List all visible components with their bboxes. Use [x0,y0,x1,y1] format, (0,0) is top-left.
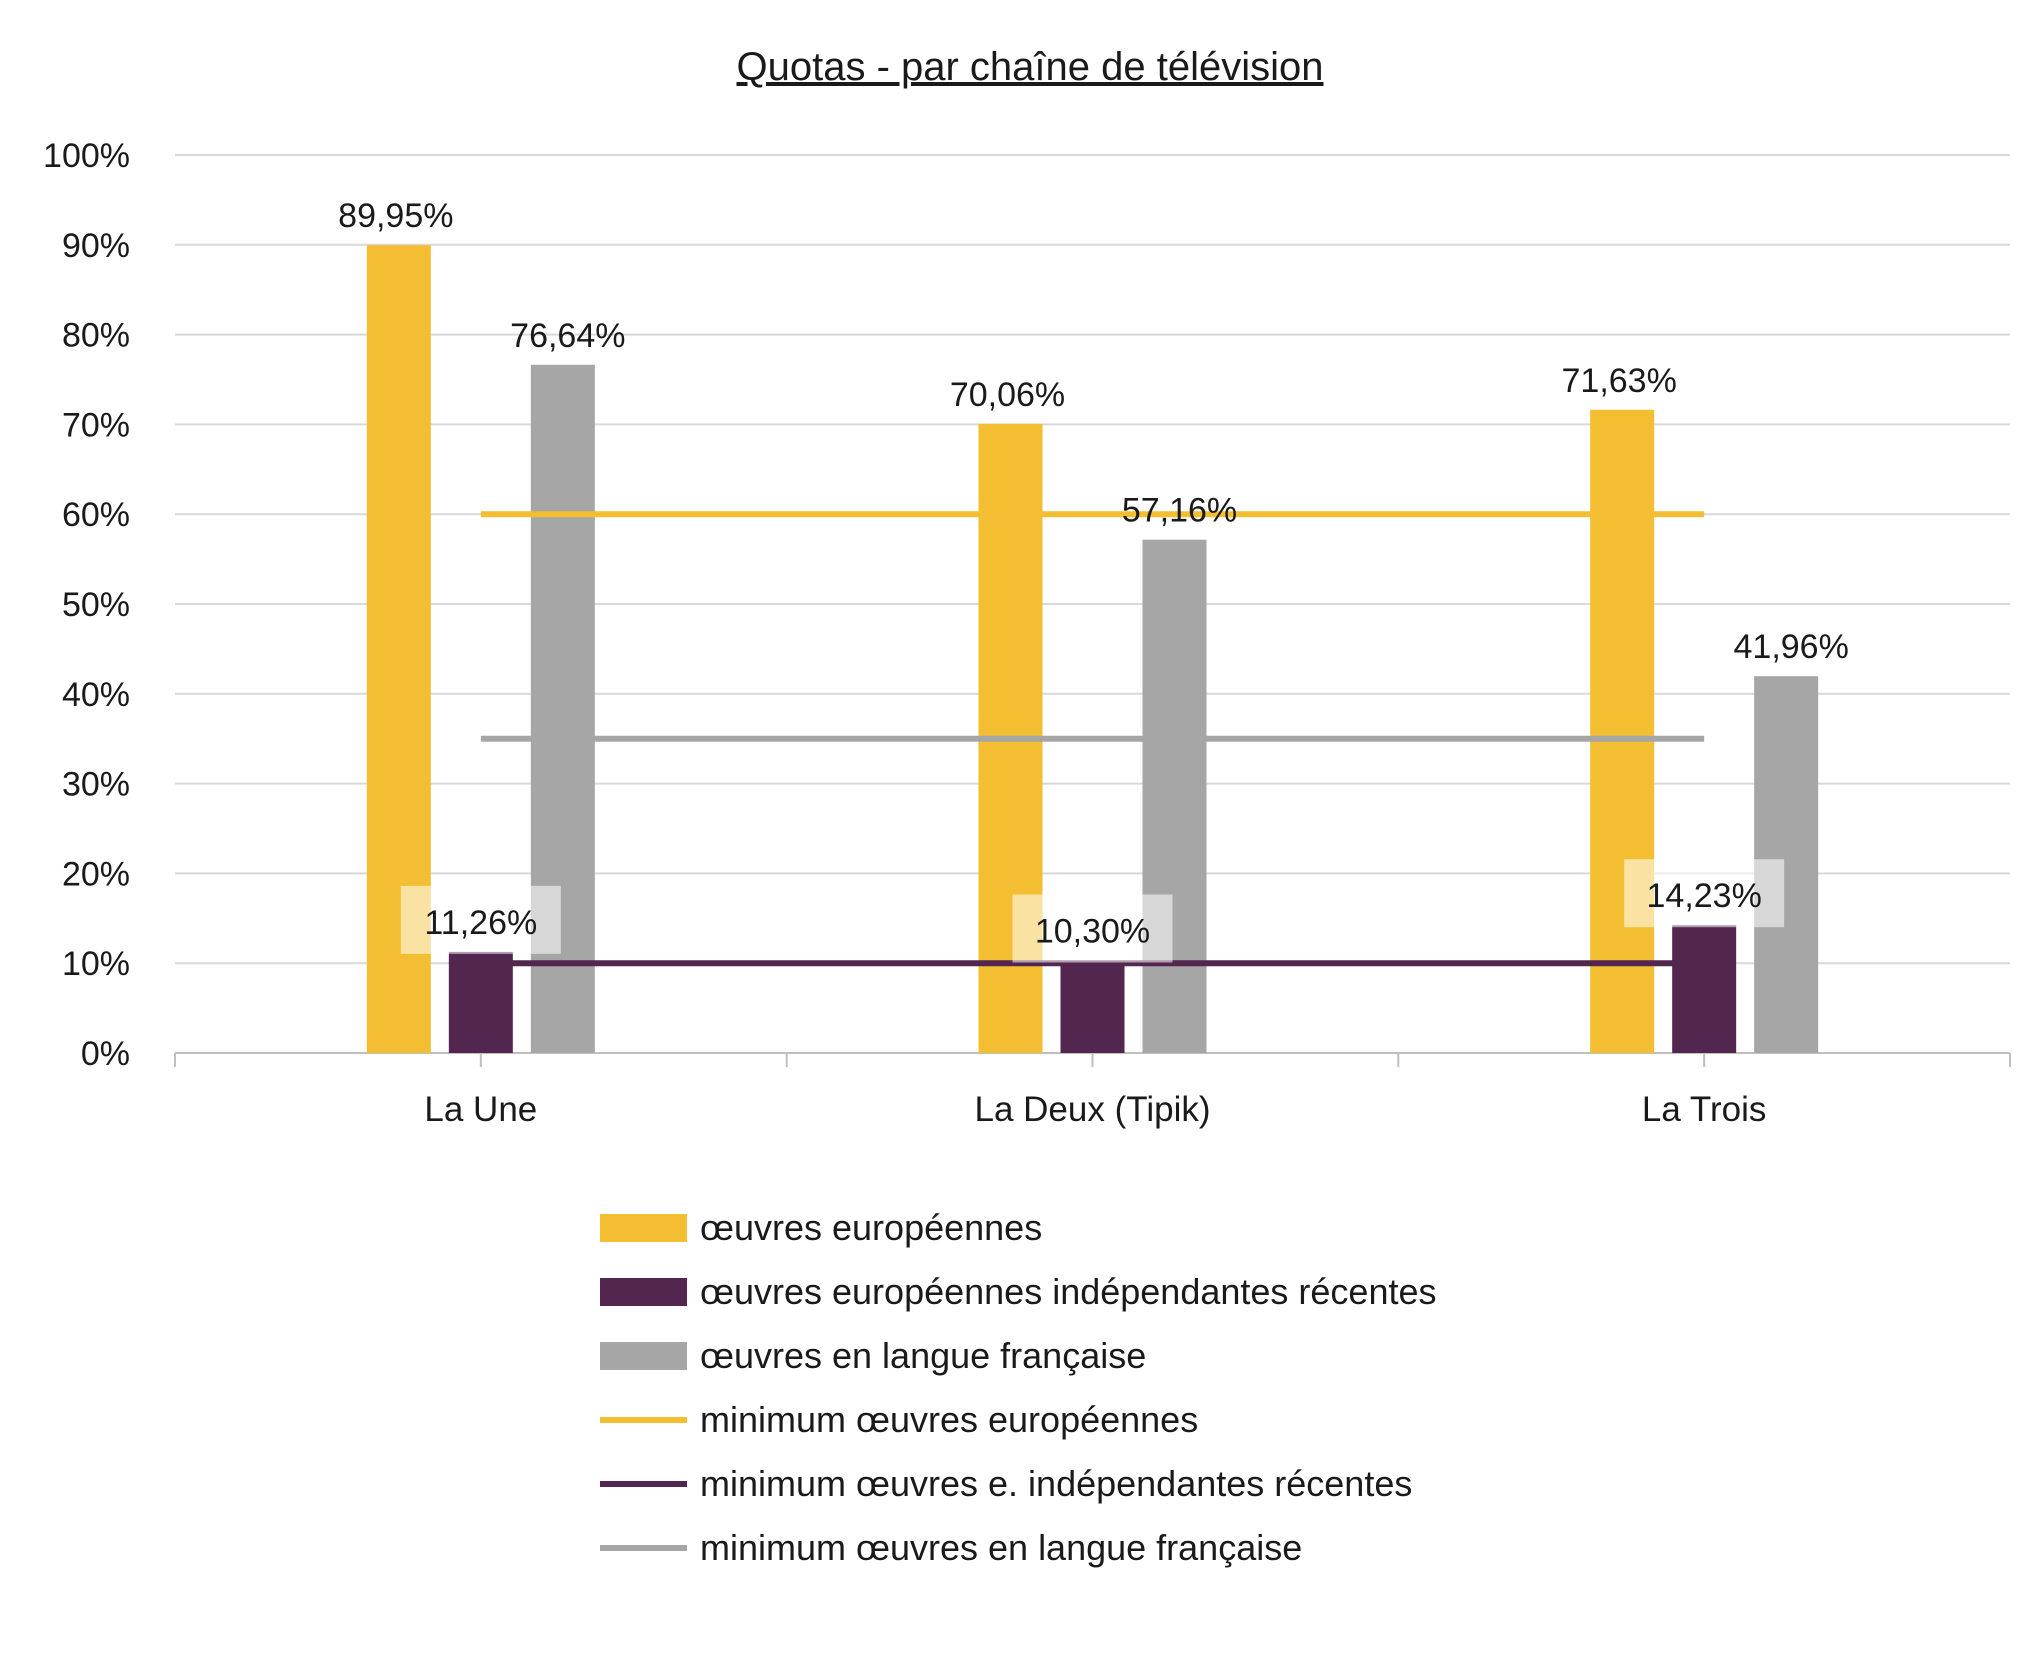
data-labels: 89,95% 70,06% 71,63% 11,26% 10,30% 14,23% 76,6… [338,197,1849,963]
legend-entry: minimum œuvres européennes [700,1399,1198,1440]
data-label: 70,06% [950,376,1065,414]
data-label: 71,63% [1562,362,1677,400]
legend-entry: minimum œuvres en langue française [700,1527,1302,1568]
legend-entry: œuvres européennes indépendantes récente… [700,1271,1437,1312]
bar [1142,539,1207,1053]
y-tick-label: 90% [62,227,130,265]
data-label-background [1624,859,1785,928]
y-tick-label: 100% [43,137,130,175]
data-label: 11,26% [424,904,537,942]
y-tick-label: 20% [62,855,130,893]
y-tick-label: 30% [62,766,130,804]
data-label: 57,16% [1122,492,1237,530]
x-tick-label: La Trois [1642,1090,1767,1129]
legend-swatch [600,1278,687,1306]
y-tick-label: 60% [62,496,130,534]
data-label: 76,64% [510,317,625,355]
data-label: 14,23% [1647,877,1762,915]
gridlines [175,154,2010,965]
bar [1590,409,1655,1054]
y-tick-label: 80% [62,317,130,355]
x-tick-label: La Une [424,1090,537,1129]
y-tick-label: 40% [62,676,130,714]
data-label: 41,96% [1734,628,1849,666]
legend-swatch [600,1342,687,1370]
legend: œuvres européennes œuvres européennes ind… [600,1207,1437,1568]
bar [1060,960,1125,1053]
data-label-background [1012,894,1173,963]
axes: 0% 10% 20% 30% 40% 50% 60% 70% 80% 90% 100% La Une L… [43,137,2011,1129]
data-label: 10,30% [1035,913,1150,951]
legend-entry: œuvres européennes [700,1207,1042,1248]
legend-swatch [600,1214,687,1242]
legend-entry: œuvres en langue française [700,1335,1146,1376]
y-tick-label: 0% [81,1035,130,1073]
y-tick-label: 10% [62,945,130,983]
data-label: 89,95% [338,197,453,235]
bar [448,951,513,1053]
minimum-lines [480,511,1705,967]
bar [1672,925,1737,1053]
data-label-background [400,885,561,954]
y-tick-label: 50% [62,586,130,624]
chart-title: Quotas - par chaîne de télévision [736,45,1323,89]
legend-entry: minimum œuvres e. indépendantes récentes [700,1463,1412,1504]
x-tick-label: La Deux (Tipik) [975,1090,1211,1129]
y-tick-label: 70% [62,406,130,444]
